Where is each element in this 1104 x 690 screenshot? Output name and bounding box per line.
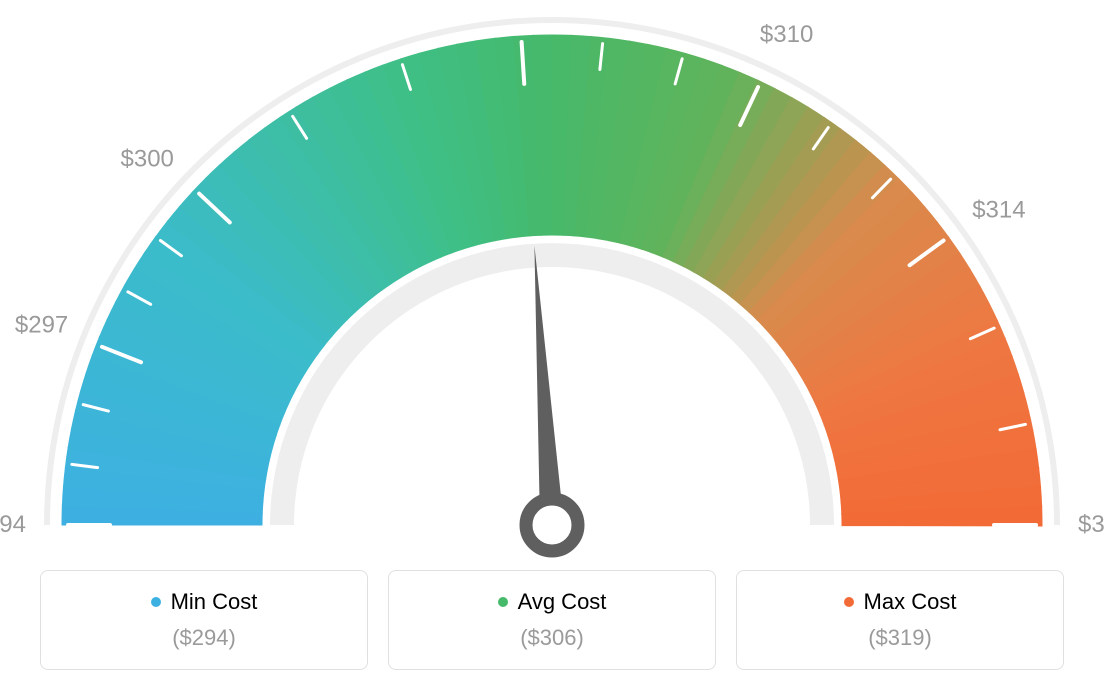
gauge-tick-label: $300 bbox=[121, 145, 174, 173]
legend-card-min: Min Cost ($294) bbox=[40, 570, 368, 670]
dot-icon bbox=[498, 597, 508, 607]
legend-title-text: Max Cost bbox=[864, 589, 957, 615]
legend-row: Min Cost ($294) Avg Cost ($306) Max Cost… bbox=[40, 570, 1064, 670]
gauge-tick-label: $314 bbox=[972, 196, 1025, 224]
gauge-tick-label: $297 bbox=[15, 312, 68, 340]
dot-icon bbox=[151, 597, 161, 607]
legend-value-max: ($319) bbox=[747, 625, 1053, 651]
legend-title-avg: Avg Cost bbox=[498, 589, 607, 615]
gauge-chart: $294$297$300$306$310$314$319 bbox=[22, 10, 1082, 570]
gauge-tick-label: $294 bbox=[0, 511, 26, 539]
legend-title-text: Min Cost bbox=[171, 589, 258, 615]
gauge-tick-label: $319 bbox=[1078, 511, 1104, 539]
legend-title-min: Min Cost bbox=[151, 589, 258, 615]
legend-title-text: Avg Cost bbox=[518, 589, 607, 615]
gauge-svg bbox=[22, 10, 1082, 570]
legend-title-max: Max Cost bbox=[844, 589, 957, 615]
legend-card-max: Max Cost ($319) bbox=[736, 570, 1064, 670]
legend-value-min: ($294) bbox=[51, 625, 357, 651]
legend-card-avg: Avg Cost ($306) bbox=[388, 570, 716, 670]
gauge-needle-hub bbox=[526, 499, 578, 551]
gauge-tick-label: $310 bbox=[760, 21, 813, 49]
gauge-needle bbox=[534, 246, 564, 526]
dot-icon bbox=[844, 597, 854, 607]
legend-value-avg: ($306) bbox=[399, 625, 705, 651]
